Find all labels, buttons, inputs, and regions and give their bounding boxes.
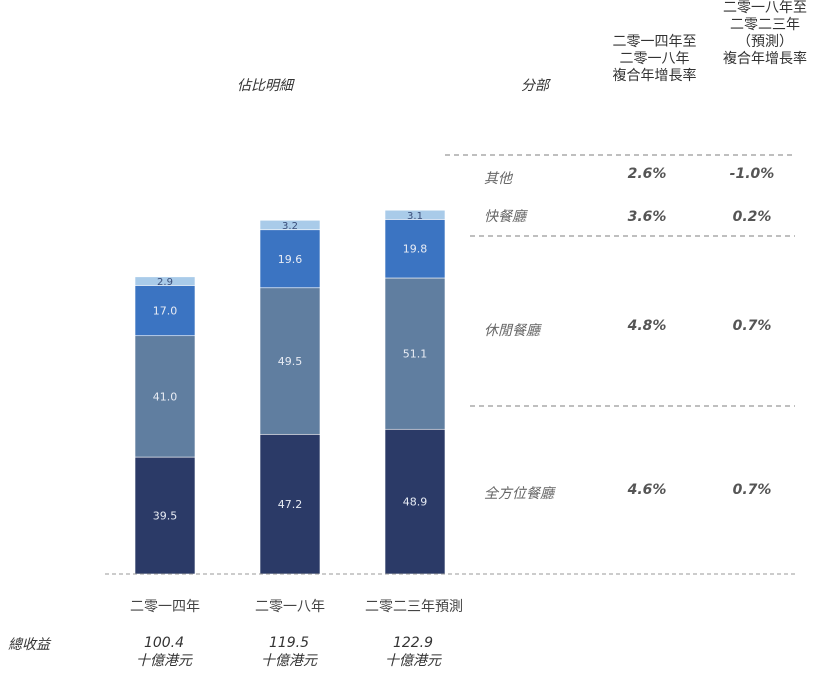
bar-segment-others-2014 (134, 276, 196, 286)
bar-label-others-2018: 3.2 (282, 221, 298, 232)
segment-cagr-hist-quick-service: 3.6% (627, 209, 667, 225)
segment-cagr-hist-others: 2.6% (627, 166, 667, 182)
bar-segment-full-service-2018 (259, 433, 321, 575)
category-label-2014: 二零一四年 (130, 599, 200, 615)
segment-name-full-service: 全方位餐廳 (484, 486, 554, 502)
bar-value-labels: 39.5 41.0 17.0 2.9 47.2 49.5 19.6 3.2 48.9 51.1 19… (153, 211, 428, 523)
bar-label-quick-service-2014: 17.0 (153, 305, 178, 318)
segment-cagr-fore-full-service: 0.7% (732, 482, 772, 498)
bar-segment-others-2023f (384, 209, 446, 220)
bar-label-quick-service-2018: 19.6 (278, 253, 303, 266)
segment-cagr-hist-casual: 4.8% (627, 318, 667, 334)
bar-segment-casual-2023f (384, 277, 446, 430)
total-2018-unit: 十億港元 (261, 653, 317, 669)
bar-segment-quick-service-2023f (384, 219, 446, 279)
total-2014-unit: 十億港元 (136, 653, 192, 669)
segment-cagr-fore-casual: 0.7% (732, 318, 772, 334)
bar-segment-quick-service-2018 (259, 229, 321, 289)
segment-cagr-hist-full-service: 4.6% (627, 482, 667, 498)
bar-segment-others-2018 (259, 219, 321, 231)
segment-header: 分部 (521, 78, 549, 94)
segment-cagr-fore-quick-service: 0.2% (732, 209, 772, 225)
cagr-hist-header: 二零一四年至 二零一八年 複合年增長率 (612, 34, 697, 84)
bar-label-casual-2014: 41.0 (153, 390, 178, 403)
bar-label-casual-2023f: 51.1 (403, 348, 428, 361)
bar-label-full-service-2018: 47.2 (278, 498, 303, 511)
bar-label-others-2023f: 3.1 (407, 211, 423, 222)
segment-name-quick-service: 快餐廳 (484, 209, 526, 225)
bar-label-full-service-2014: 39.5 (153, 510, 178, 523)
bar-label-quick-service-2023f: 19.8 (403, 243, 428, 256)
total-2023f-unit: 十億港元 (385, 653, 441, 669)
bar-label-full-service-2023f: 48.9 (403, 496, 428, 509)
total-2018-value: 119.5 (268, 635, 310, 651)
bar-label-casual-2018: 49.5 (278, 355, 303, 368)
total-2014: 100.4 十億港元 (104, 634, 224, 670)
total-revenue-label: 總收益 (8, 637, 50, 653)
total-2023f: 122.9 十億港元 (353, 634, 473, 670)
category-label-2018: 二零一八年 (255, 599, 325, 615)
segment-name-casual: 休閒餐廳 (484, 323, 540, 339)
total-2023f-value: 122.9 (392, 635, 434, 651)
breakdown-header: 佔比明細 (237, 78, 293, 94)
total-2018: 119.5 十億港元 (229, 634, 349, 670)
bar-segment-quick-service-2014 (134, 285, 196, 337)
bar-segment-casual-2014 (134, 335, 196, 458)
bar-segment-full-service-2014 (134, 456, 196, 575)
bar-segment-full-service-2023f (384, 428, 446, 575)
segment-name-others: 其他 (484, 171, 512, 187)
category-label-2023f: 二零二三年預測 (365, 599, 463, 615)
total-2014-value: 100.4 (143, 635, 185, 651)
cagr-forecast-header: 二零一八年至 二零二三年 （預測） 複合年增長率 (723, 0, 807, 67)
bar-label-others-2014: 2.9 (157, 277, 173, 288)
bars-group (134, 209, 446, 575)
segment-cagr-fore-others: -1.0% (729, 166, 775, 182)
